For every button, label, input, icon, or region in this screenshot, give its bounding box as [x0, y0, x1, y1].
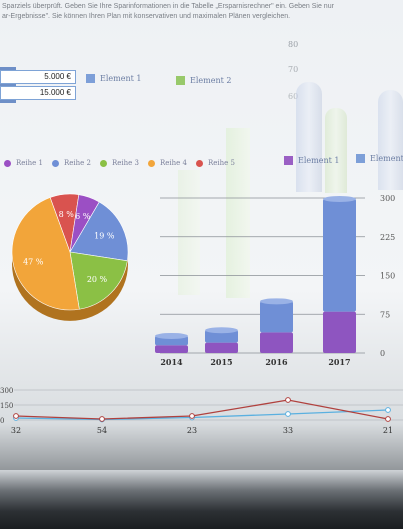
line-x-tick-label: 33: [283, 426, 293, 435]
legend-dot: [147, 159, 155, 167]
legend-dot: [51, 159, 59, 167]
line-point: [99, 416, 105, 422]
line-chart: 300 150 0 32 54 23 33 21: [0, 387, 403, 435]
instruction-text-2: ar-Ergebnisse". Sie können Ihren Plan mi…: [2, 13, 291, 20]
line-x-tick-label: 23: [187, 426, 197, 435]
line-point: [13, 413, 19, 419]
pie-slice: [11, 197, 80, 311]
legend-item-reihe-2: Reihe 2: [51, 159, 91, 167]
pie-data-label: 47 %: [23, 258, 44, 267]
legend-label: Reihe 3: [111, 159, 139, 167]
legend-label: Reihe 2: [63, 159, 91, 167]
bar-x-tick-label: 2015: [210, 357, 232, 367]
legend-label: Element 1: [298, 156, 340, 165]
legend-item-element-1: Element 1: [86, 74, 141, 83]
bar-y-tick-label: 300: [380, 194, 395, 203]
bar-segment-upper: [260, 301, 293, 333]
bar-segment-lower: [205, 342, 238, 353]
bar-y-tick-label: 225: [380, 233, 395, 242]
legend-item-reihe-5: Reihe 5: [195, 159, 235, 167]
desk-foreground: [0, 470, 403, 529]
line-x-tick-label: 32: [11, 426, 21, 435]
legend-item-right-element-5: Element 5: [356, 154, 403, 163]
bar-y-tick-label: 150: [380, 272, 395, 281]
bar-chart: 300 225 150 75 0 2014 2015 2016 2017: [155, 194, 395, 367]
line-y-tick-label: 300: [0, 387, 13, 395]
legend-dot: [4, 159, 11, 167]
pie-data-label: 8 %: [59, 210, 75, 219]
legend-item-right-element-1: Element 1: [284, 156, 339, 165]
pie-slice: [69, 201, 129, 262]
pie-data-label: 20 %: [87, 275, 108, 284]
savings-input-2[interactable]: 15.000 €: [0, 86, 76, 100]
pie-slice: [69, 251, 128, 310]
bar-x-tick-label: 2017: [328, 357, 350, 367]
line-point: [285, 411, 291, 417]
pie-data-label: 19 %: [94, 232, 115, 241]
legend-label: Reihe 5: [207, 159, 235, 167]
bar-segment-upper: [323, 199, 356, 312]
pie-data-label: 6 %: [75, 212, 91, 221]
bg-axis-label-60: 60: [288, 92, 299, 101]
line-x-tick-label: 54: [97, 426, 107, 435]
legend-item-reihe-4: Reihe 4: [147, 159, 187, 167]
line-x-tick-label: 21: [383, 426, 393, 435]
legend-swatch: [284, 156, 293, 165]
bg-cylinder-3: [378, 90, 403, 190]
line-point: [285, 397, 291, 403]
bar-cap: [155, 332, 188, 339]
pie-chart: 8 % 6 % 19 % 20 % 47 %: [11, 193, 129, 321]
pie-legend: Reihe 1 Reihe 2 Reihe 3 Reihe 4 Reihe 5: [4, 159, 235, 167]
line-y-tick-label: 150: [0, 402, 13, 410]
legend-swatch: [86, 74, 95, 83]
bg-cylinder-2: [325, 108, 347, 193]
line-point: [385, 407, 391, 413]
savings-input-1[interactable]: 5.000 €: [0, 70, 76, 84]
legend-item-reihe-3: Reihe 3: [99, 159, 139, 167]
bg-axis-label-80: 80: [288, 40, 299, 49]
bar-y-tick-label: 0: [380, 349, 385, 358]
bg-bar-green: [226, 128, 250, 298]
line-point: [385, 416, 391, 422]
bar-segment-upper: [205, 330, 238, 343]
legend-label: Reihe 1: [16, 159, 43, 167]
bg-axis-label-70: 70: [288, 65, 299, 74]
bar-segment-lower: [323, 311, 356, 353]
bar-cap: [323, 196, 356, 203]
bar-segment-lower: [155, 345, 188, 353]
legend-label: Element 2: [190, 76, 232, 85]
bar-cap: [260, 298, 293, 305]
instruction-text-1: Sparziels überprüft. Geben Sie Ihre Spar…: [2, 3, 334, 10]
legend-item-element-2: Element 2: [176, 76, 231, 85]
legend-label: Element 5: [370, 154, 403, 163]
legend-swatch: [176, 76, 185, 85]
legend-label: Element 1: [100, 74, 142, 83]
bar-x-tick-label: 2016: [265, 357, 288, 367]
bar-x-tick-label: 2014: [160, 357, 183, 367]
line-point: [189, 413, 195, 419]
line-y-tick-label: 0: [0, 417, 4, 425]
legend-dot: [99, 159, 107, 167]
bg-bar-green-2: [178, 170, 200, 295]
legend-dot: [195, 159, 203, 167]
legend-label: Reihe 4: [159, 159, 187, 167]
bar-segment-lower: [260, 332, 293, 353]
legend-swatch: [356, 154, 365, 163]
line-series: [15, 399, 389, 420]
bar-y-tick-label: 75: [380, 310, 390, 319]
bg-cylinder-1: [296, 82, 322, 192]
legend-item-reihe-1: Reihe 1: [4, 159, 43, 167]
bar-cap: [205, 327, 238, 334]
